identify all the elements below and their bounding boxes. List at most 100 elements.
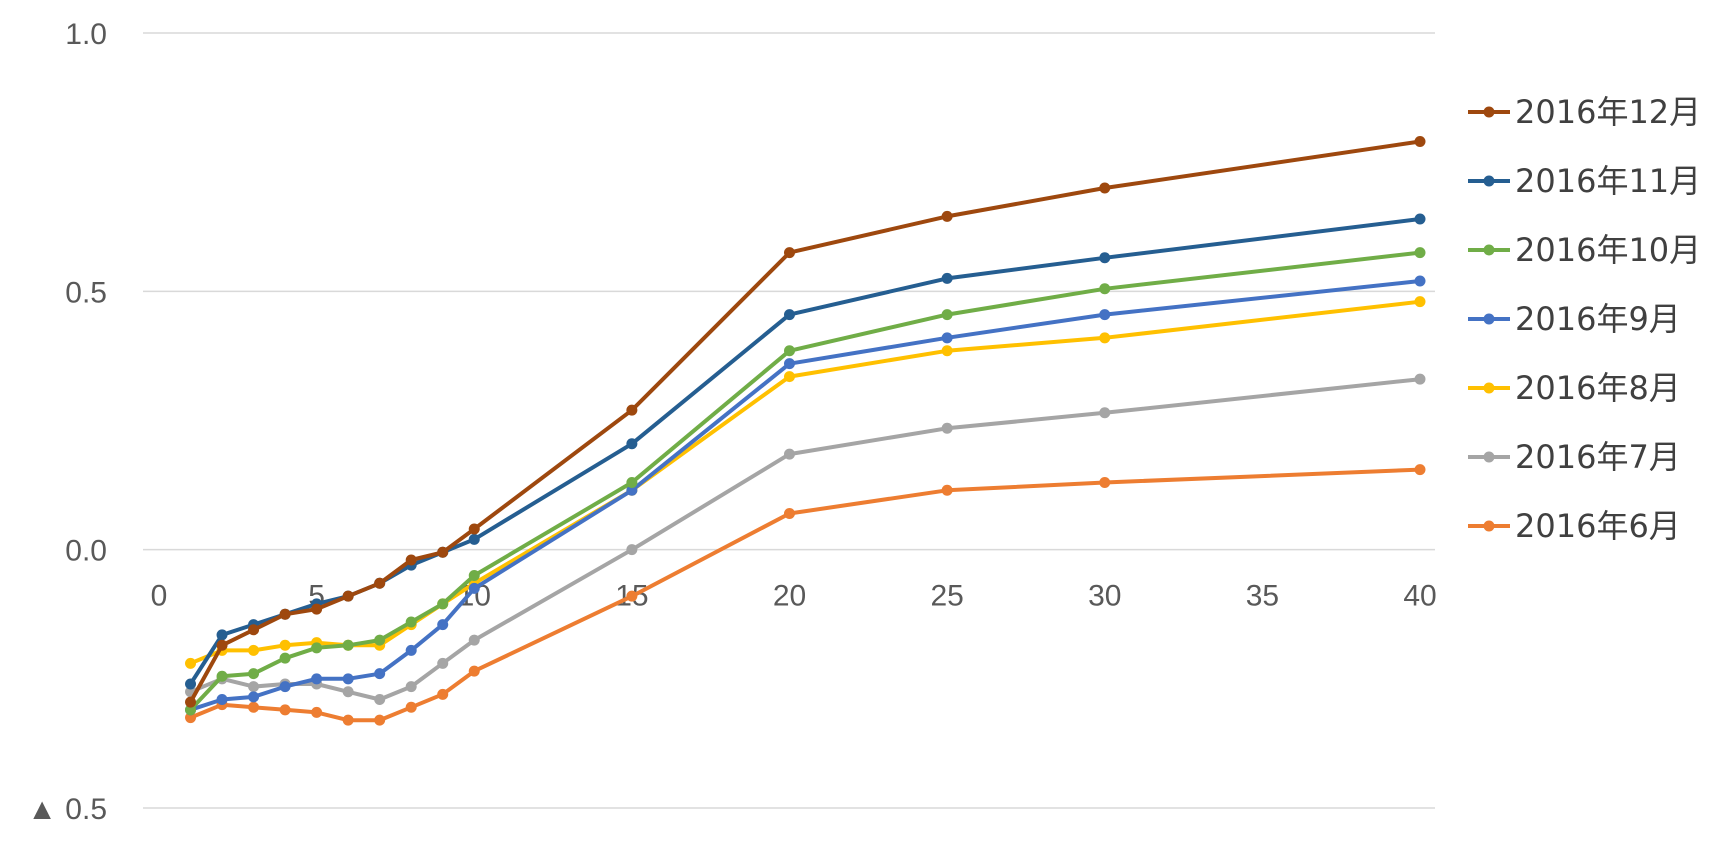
data-point [279, 652, 291, 664]
data-point [1099, 309, 1111, 321]
data-point [941, 309, 953, 321]
data-point [405, 701, 417, 713]
data-point [468, 582, 480, 594]
data-point [405, 554, 417, 566]
x-axis-tick-labels: 0510152025303540 [151, 580, 1437, 613]
y-tick-label: 0.0 [65, 535, 107, 568]
legend-marker [1483, 451, 1495, 463]
data-point [1414, 373, 1426, 385]
data-point [374, 714, 386, 726]
data-point [626, 544, 638, 556]
y-tick-label: 0.5 [65, 276, 107, 309]
data-point [311, 673, 323, 685]
data-point [248, 624, 260, 636]
data-point [626, 590, 638, 602]
data-point [1414, 213, 1426, 225]
data-point [216, 629, 228, 641]
x-tick-label: 35 [1246, 580, 1279, 613]
data-point [1414, 247, 1426, 259]
legend-label: 2016年9月 [1515, 300, 1681, 338]
series-3 [185, 247, 1426, 716]
x-tick-label: 30 [1088, 580, 1121, 613]
legend-label: 2016年10月 [1515, 231, 1701, 269]
legend-marker [1483, 520, 1495, 532]
data-point [311, 706, 323, 718]
x-tick-label: 40 [1403, 580, 1436, 613]
data-point [1099, 283, 1111, 295]
data-point [784, 371, 795, 383]
data-point [437, 598, 449, 610]
data-point [185, 704, 197, 716]
data-point [279, 704, 291, 716]
legend-item: 2016年11月 [1468, 162, 1701, 200]
data-point [626, 477, 638, 488]
data-point [216, 694, 228, 705]
legend-item: 2016年7月 [1468, 438, 1681, 476]
data-point [626, 404, 638, 416]
x-tick-label: 25 [930, 580, 963, 613]
legend-item: 2016年6月 [1468, 507, 1681, 545]
legend-marker [1483, 382, 1495, 394]
data-point [374, 577, 386, 589]
data-point [941, 422, 953, 434]
data-point [185, 696, 197, 708]
data-point [374, 694, 386, 705]
data-point [1414, 275, 1426, 287]
data-point [248, 691, 260, 703]
data-point [374, 668, 386, 680]
data-point [784, 358, 795, 370]
data-point [1099, 407, 1111, 419]
legend-item: 2016年8月 [1468, 369, 1681, 407]
data-point [437, 619, 449, 631]
data-point [342, 673, 354, 685]
data-point [468, 634, 480, 646]
series-lines [185, 136, 1426, 726]
data-point [311, 642, 323, 654]
data-point [941, 272, 953, 284]
data-point [784, 508, 795, 519]
series-6 [185, 373, 1426, 705]
gridlines [143, 32, 1435, 809]
series-line [189, 377, 1421, 702]
data-point [185, 678, 197, 690]
data-point [342, 714, 354, 726]
data-point [279, 681, 291, 693]
data-point [342, 639, 354, 651]
x-tick-label: 0 [151, 580, 168, 613]
data-point [279, 639, 291, 651]
series-5 [185, 296, 1426, 669]
data-point [1414, 464, 1426, 476]
data-point [248, 644, 260, 656]
legend-marker [1483, 106, 1495, 118]
data-point [468, 523, 480, 535]
data-point [342, 590, 354, 602]
data-point [784, 345, 795, 357]
data-point [248, 701, 260, 713]
legend-item: 2016年9月 [1468, 300, 1681, 338]
data-point [784, 309, 795, 321]
data-point [941, 345, 953, 357]
data-point [405, 616, 417, 628]
data-point [941, 210, 953, 222]
data-point [405, 681, 417, 693]
data-point [784, 448, 795, 460]
legend-marker [1483, 244, 1495, 256]
data-point [185, 657, 197, 669]
data-point [437, 546, 449, 558]
y-axis-tick-labels: 1.0 0.5 0.0 ▲ 0.5 [27, 18, 107, 826]
y-tick-label: ▲ 0.5 [27, 793, 107, 826]
data-point [1099, 182, 1111, 194]
data-point [342, 686, 354, 698]
data-point [248, 681, 260, 693]
data-point [1099, 332, 1111, 344]
data-point [468, 533, 480, 545]
data-point [1099, 252, 1111, 264]
data-point [1414, 296, 1426, 308]
legend-label: 2016年8月 [1515, 369, 1681, 407]
data-point [1099, 477, 1111, 488]
data-point [626, 484, 638, 496]
data-point [279, 608, 291, 620]
legend-label: 2016年12月 [1515, 93, 1701, 131]
data-point [374, 634, 386, 646]
